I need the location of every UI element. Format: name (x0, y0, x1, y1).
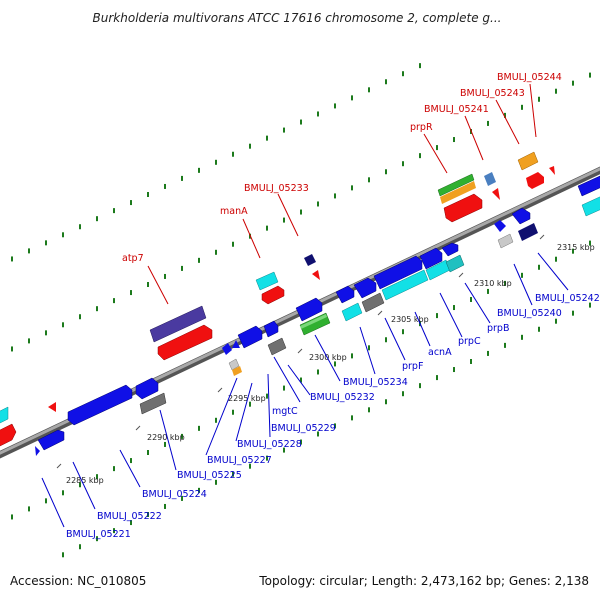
gene-label: prpB (487, 323, 509, 334)
gene-arrow-blue (232, 340, 240, 348)
gene-label: BMULJ_05242 (535, 293, 600, 304)
gene-arrow-blue (222, 343, 232, 355)
gene-label: BMULJ_05227 (207, 455, 272, 466)
tick-label-2290: 2290 kbp (147, 433, 185, 442)
gene-arrow-blue (441, 242, 459, 257)
topology-summary-text: Topology: circular; Length: 2,473,162 bp… (259, 574, 589, 588)
gene-label: BMULJ_05241 (424, 104, 489, 115)
tick-mark (539, 234, 545, 240)
tick-label-2305: 2305 kbp (391, 315, 429, 324)
gene-box-green (437, 173, 475, 197)
gene-box-green-light (300, 314, 327, 329)
gene-box-gray (267, 337, 287, 356)
gene-labels-top: atp7 manA BMULJ_05233 prpR BMULJ_05241 B… (122, 72, 562, 264)
gene-arrow-red (443, 193, 483, 223)
gene-label: BMULJ_05232 (310, 392, 375, 403)
gene-arrow-blue (237, 325, 263, 349)
tick-label-2295: 2295 kbp (228, 394, 266, 403)
tick-mark (56, 463, 62, 469)
gene-label: mgtC (272, 406, 298, 417)
gene-arrow-red (0, 423, 17, 447)
accession-text: Accession: NC_010805 (10, 574, 147, 588)
gene-box-purple (149, 305, 207, 343)
gene-label: BMULJ_05233 (244, 183, 309, 194)
tick-label-2285: 2285 kbp (66, 476, 104, 485)
tick-mark (135, 425, 141, 431)
gene-label: BMULJ_05228 (237, 439, 302, 450)
gene-arrow-blue (373, 255, 423, 290)
gene-arrow-blue (135, 377, 159, 400)
gene-box-gray (361, 292, 385, 313)
tick-mark (458, 272, 464, 278)
gene-arrow-blue (295, 297, 323, 322)
tick-mark (297, 348, 303, 354)
gene-box-orange (440, 181, 476, 204)
gene-arrow-blue (511, 207, 531, 225)
gene-label: BMULJ_05222 (97, 511, 162, 522)
gene-label: manA (220, 206, 248, 217)
gene-arrow-red (549, 166, 555, 175)
gene-arrow-blue (263, 320, 279, 338)
gene-label: prpC (458, 336, 481, 347)
gene-box-lightgray (228, 358, 240, 371)
gene-label: BMULJ_05234 (343, 377, 408, 388)
gene-features (0, 151, 600, 456)
gene-box-gray (139, 392, 167, 415)
gene-arrow-red (492, 188, 500, 200)
gene-arrow-blue (335, 285, 355, 304)
gene-box-cyan (381, 269, 429, 301)
gene-arrow-blue (577, 175, 600, 197)
gene-arrow-blue (353, 277, 377, 299)
gene-arrow-red (312, 270, 320, 280)
gene-label: BMULJ_05225 (177, 470, 242, 481)
gene-label: BMULJ_05240 (497, 308, 562, 319)
tick-mark (217, 387, 223, 393)
gene-box-navy (304, 254, 316, 266)
gene-arrow-blue (37, 429, 65, 451)
tick-label-2300: 2300 kbp (309, 353, 347, 362)
gene-box-cyan (255, 271, 279, 291)
tick-label-2315: 2315 kbp (557, 243, 595, 252)
gene-arrow-red (526, 172, 544, 189)
gene-box-cyan (341, 302, 363, 322)
gene-label: BMULJ_05224 (142, 489, 207, 500)
gene-box-orange (232, 366, 242, 376)
gene-label: acnA (428, 347, 452, 358)
tick-mark (377, 310, 383, 316)
gene-arrow-red (48, 402, 56, 412)
grid-dotted-lines (11, 63, 591, 558)
gene-label: BMULJ_05243 (460, 88, 525, 99)
gene-box-navy (518, 223, 538, 241)
gene-arrow-blue (494, 220, 506, 232)
gene-box-teal (445, 254, 465, 273)
gene-arrow-red (261, 285, 285, 305)
gene-arrow-cyan (0, 406, 9, 424)
map-title: Burkholderia multivorans ATCC 17616 chro… (93, 11, 502, 25)
gene-arrow-red (157, 324, 213, 361)
scale-ticks: 2285 kbp 2290 kbp 2295 kbp 2300 kbp 2305… (56, 234, 595, 485)
gene-box-orange (517, 151, 539, 171)
gene-arrow-blue (67, 384, 133, 426)
gene-labels-bottom: BMULJ_05221 BMULJ_05222 BMULJ_05224 BMUL… (66, 293, 600, 540)
gene-label: BMULJ_05244 (497, 72, 562, 83)
gene-box-lightgray (497, 233, 514, 249)
tick-label-2310: 2310 kbp (474, 279, 512, 288)
gene-arrow-blue (35, 446, 40, 456)
gene-label: atp7 (122, 253, 144, 264)
gene-label: prpF (402, 361, 423, 372)
gene-label: prpR (410, 122, 433, 133)
gene-box-steelblue (484, 172, 496, 186)
gene-arrow-blue (419, 247, 443, 270)
gene-box-cyan (581, 196, 600, 217)
label-leader-lines (41, 83, 569, 528)
gene-label: BMULJ_05221 (66, 529, 131, 540)
gene-label: BMULJ_05229 (271, 423, 336, 434)
